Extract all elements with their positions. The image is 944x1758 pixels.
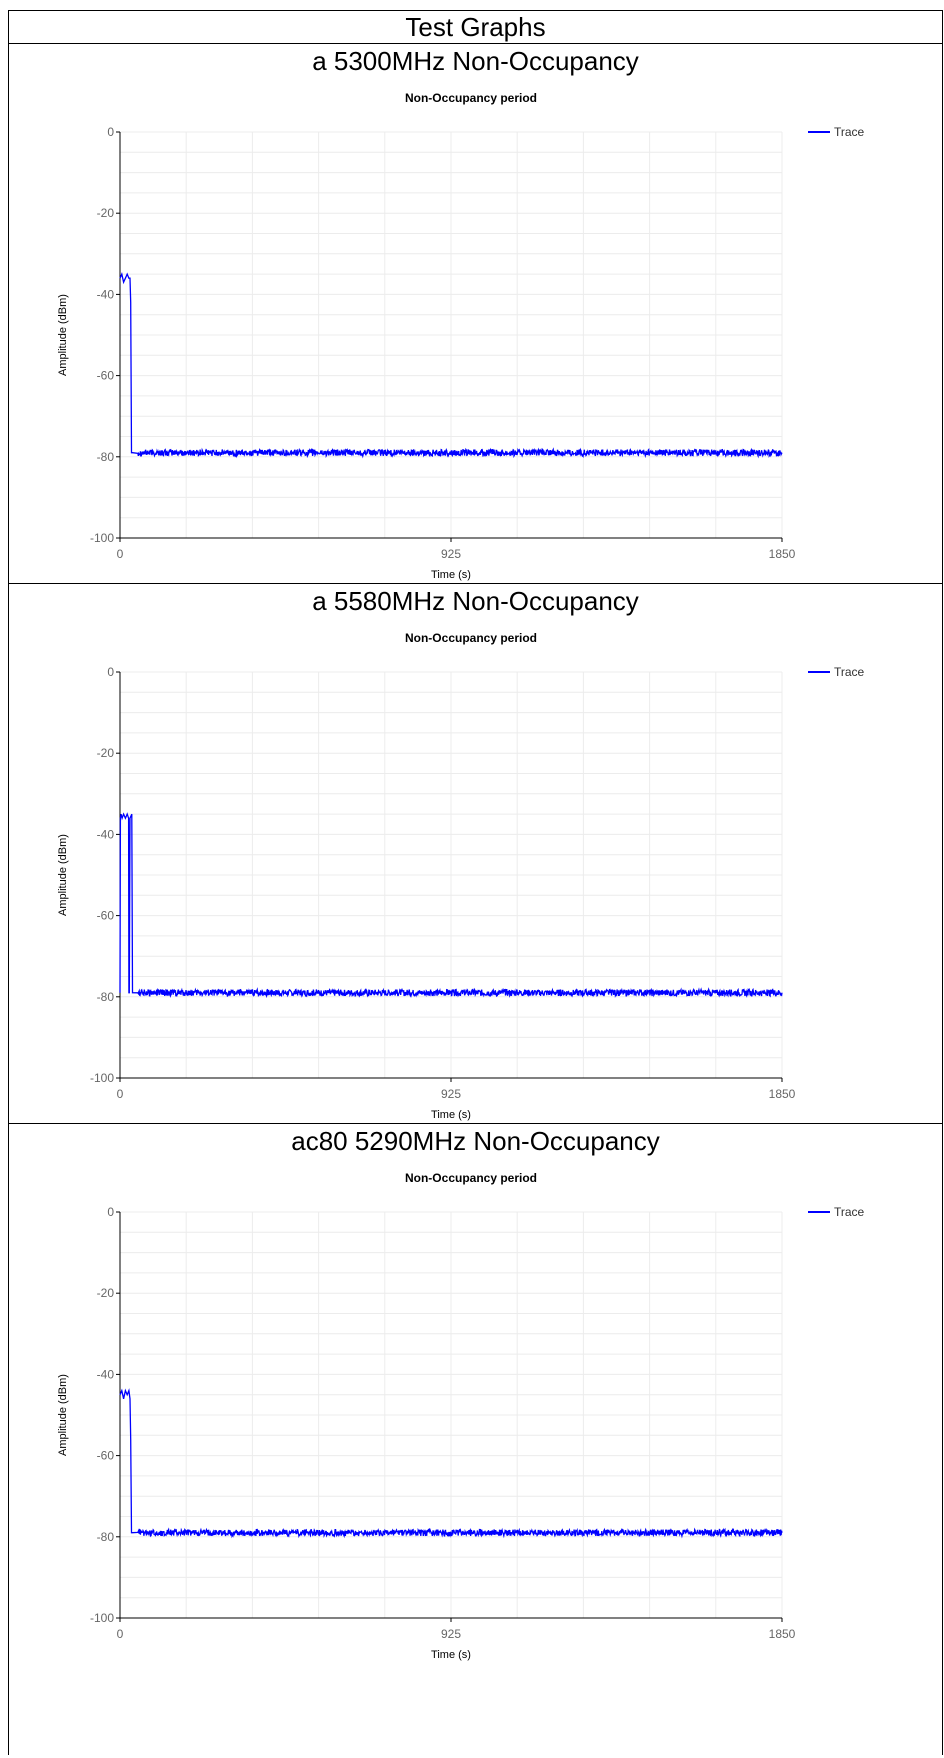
x-tick-label: 925 (441, 1627, 461, 1641)
section-divider-2 (8, 1123, 943, 1124)
y-tick-label: 0 (107, 125, 114, 139)
y-tick-label: -100 (90, 1071, 114, 1085)
y-tick-label: -40 (97, 287, 115, 301)
x-tick-label: 0 (117, 1627, 124, 1641)
section-title-1: a 5300MHz Non-Occupancy (312, 46, 639, 76)
legend-entry: Trace (834, 1205, 865, 1219)
y-tick-label: -40 (97, 1367, 115, 1381)
series-trace-line (119, 272, 783, 459)
legend-entry: Trace (834, 665, 865, 679)
y-tick-label: -60 (97, 909, 115, 923)
y-tick-label: -100 (90, 531, 114, 545)
x-tick-label: 1850 (769, 1087, 796, 1101)
y-tick-label: -80 (97, 450, 115, 464)
series-trace-line (119, 812, 783, 999)
section-title-2: a 5580MHz Non-Occupancy (312, 586, 639, 616)
chart-title: Non-Occupancy period (405, 1171, 537, 1185)
y-tick-label: -20 (97, 1286, 115, 1300)
chart-title: Non-Occupancy period (405, 91, 537, 105)
y-tick-label: 0 (107, 1205, 114, 1219)
x-tick-label: 0 (117, 1087, 124, 1101)
section-divider-1 (8, 583, 943, 584)
y-tick-label: -40 (97, 827, 115, 841)
x-tick-label: 925 (441, 1087, 461, 1101)
x-axis-label: Time (s) (431, 1109, 471, 1121)
y-tick-label: -60 (97, 369, 115, 383)
page-title: Test Graphs (8, 10, 943, 44)
report-frame (8, 10, 943, 1755)
x-axis-label: Time (s) (431, 1649, 471, 1661)
y-tick-label: -80 (97, 1530, 115, 1544)
x-tick-label: 925 (441, 547, 461, 561)
y-tick-label: 0 (107, 665, 114, 679)
section-title-3: ac80 5290MHz Non-Occupancy (291, 1126, 660, 1156)
x-tick-label: 1850 (769, 547, 796, 561)
y-tick-label: -100 (90, 1611, 114, 1625)
y-tick-label: -20 (97, 206, 115, 220)
chart-title: Non-Occupancy period (405, 631, 537, 645)
y-tick-label: -20 (97, 746, 115, 760)
x-tick-label: 1850 (769, 1627, 796, 1641)
legend-entry: Trace (834, 125, 865, 139)
y-tick-label: -60 (97, 1449, 115, 1463)
y-axis-label: Amplitude (dBm) (57, 294, 69, 376)
x-tick-label: 0 (117, 547, 124, 561)
x-axis-label: Time (s) (431, 569, 471, 581)
y-tick-label: -80 (97, 990, 115, 1004)
y-axis-label: Amplitude (dBm) (57, 1374, 69, 1456)
y-axis-label: Amplitude (dBm) (57, 834, 69, 916)
series-trace-line (119, 1388, 783, 1539)
